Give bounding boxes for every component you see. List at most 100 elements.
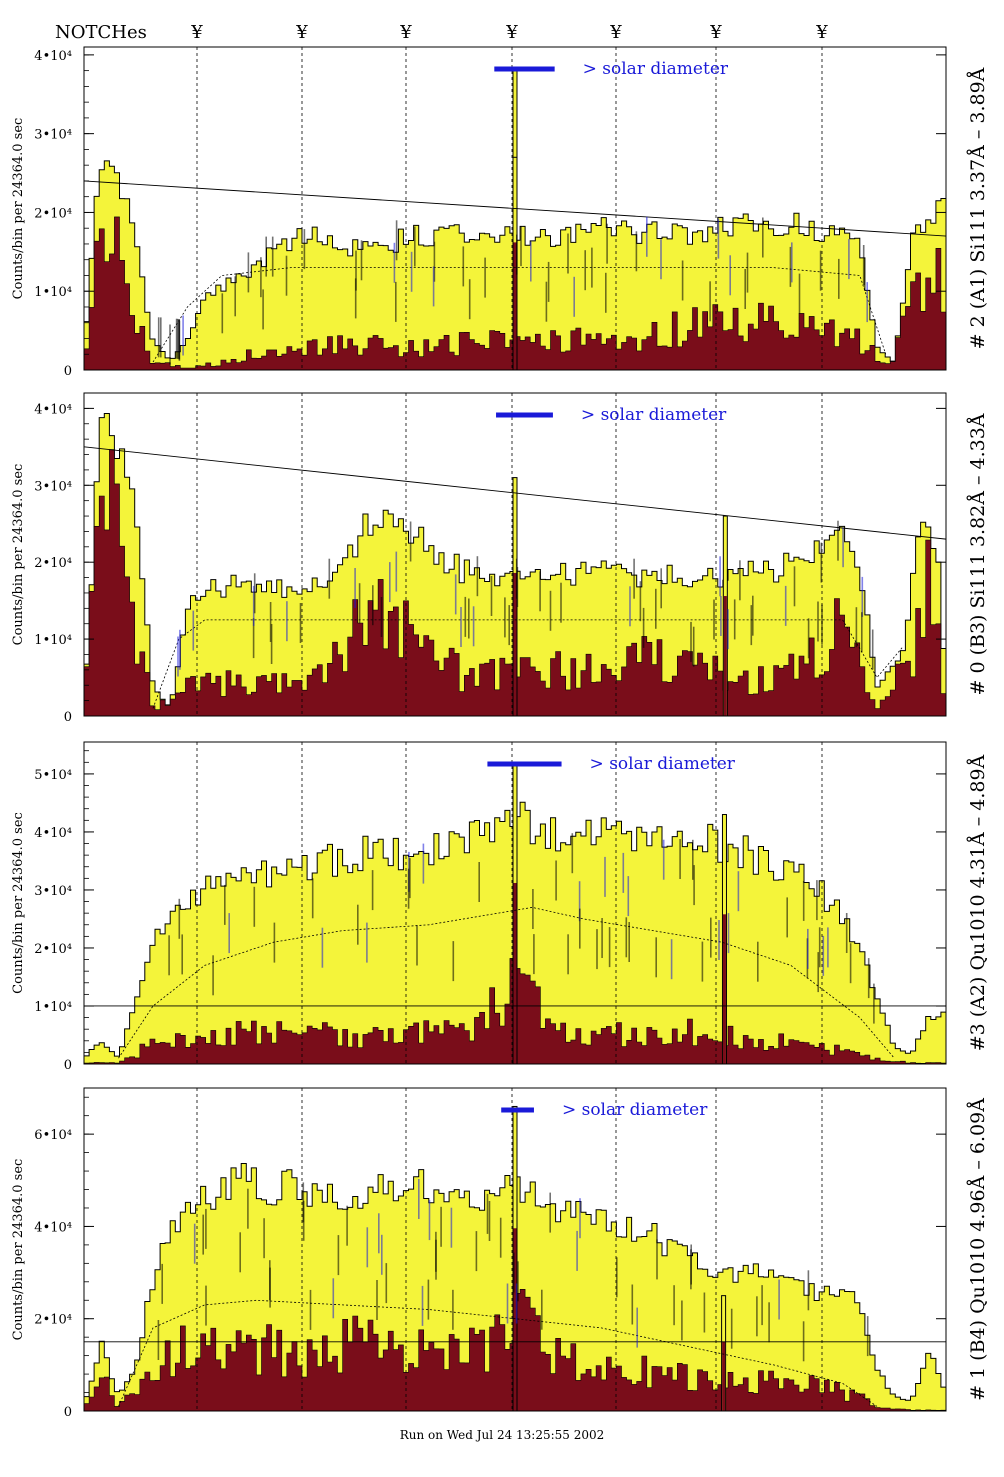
y-axis-label: Counts/bin per 24364.0 sec <box>11 464 26 646</box>
y-tick-label: 4•10⁴ <box>34 402 72 417</box>
line-id-label <box>475 1231 478 1272</box>
line-id-label <box>224 884 226 925</box>
line-id-label <box>175 318 178 359</box>
line-id-label <box>393 242 396 283</box>
line-id-label <box>418 1179 420 1219</box>
line-id-label <box>635 231 638 272</box>
plot-frame <box>83 46 947 371</box>
line-id-label <box>265 236 267 277</box>
line-id-label <box>819 250 822 291</box>
line-id-label <box>205 1208 207 1249</box>
line-id-label <box>545 281 548 322</box>
notch-marker: ¥ <box>815 22 828 43</box>
line-id-label <box>842 527 844 568</box>
line-id-label <box>660 568 662 609</box>
line-id-label <box>181 934 183 975</box>
line-id-label <box>717 218 720 259</box>
line-id-label <box>435 1231 437 1272</box>
line-id-label <box>616 1257 618 1298</box>
notch-marker: ¥ <box>190 22 203 43</box>
line-id-label <box>660 239 662 280</box>
line-id-label <box>178 320 181 361</box>
y-tick-label: 2•10⁴ <box>34 942 72 957</box>
line-id-label <box>816 880 818 921</box>
line-id-label <box>604 856 606 897</box>
line-id-label <box>358 583 361 624</box>
line-id-label <box>539 571 541 612</box>
y-tick-label: 5•10⁴ <box>34 768 72 783</box>
line-id-label <box>452 941 455 982</box>
line-id-label <box>247 1188 249 1229</box>
line-id-label <box>468 598 470 639</box>
line-id-label <box>713 599 715 640</box>
y-tick-label: 1•10⁴ <box>34 633 72 648</box>
peak-bar-dark <box>723 596 727 716</box>
line-id-label <box>547 261 550 302</box>
line-id-label <box>366 1227 369 1268</box>
line-id-label <box>504 597 506 638</box>
line-id-label <box>579 1198 581 1239</box>
y-axis-label: Counts/bin per 24364.0 sec <box>11 1159 26 1341</box>
line-id-label <box>530 241 532 282</box>
line-id-label <box>302 1200 305 1241</box>
line-id-label <box>848 239 850 280</box>
line-id-label <box>673 1285 675 1326</box>
run-timestamp: Run on Wed Jul 24 13:25:55 2002 <box>399 1428 605 1442</box>
line-id-label <box>596 929 598 970</box>
line-id-label <box>729 255 731 296</box>
line-id-label <box>578 881 581 922</box>
line-id-label <box>571 833 574 874</box>
line-id-label <box>462 246 465 287</box>
panel-3: 0 2•10⁴ 4•10⁴ 6•10⁴ Counts/bin per 24364.0 s… <box>11 1087 989 1420</box>
line-id-label <box>873 983 875 1024</box>
line-id-label <box>182 315 184 356</box>
line-id-label <box>733 599 736 640</box>
line-id-label <box>286 601 288 642</box>
line-id-label <box>629 586 631 627</box>
line-id-label <box>476 556 479 597</box>
line-id-label <box>376 1280 378 1320</box>
line-id-label <box>299 603 302 643</box>
line-id-label <box>549 1192 551 1233</box>
reference-line <box>83 446 947 540</box>
line-id-label <box>820 542 823 583</box>
line-id-label <box>802 1321 805 1362</box>
line-id-label <box>371 870 374 911</box>
line-id-label <box>460 607 462 647</box>
notch-marker: ¥ <box>709 22 722 43</box>
y-axis-label: Counts/bin per 24364.0 sec <box>11 812 26 994</box>
line-id-label <box>395 281 397 322</box>
line-id-label <box>380 597 383 637</box>
line-id-label <box>807 1270 810 1311</box>
line-id-label <box>303 229 306 270</box>
line-id-label <box>631 1284 634 1325</box>
line-id-label <box>533 934 535 975</box>
notches-header: NOTCHes ¥ ¥ ¥ ¥ ¥ ¥ ¥ <box>55 22 828 43</box>
line-id-label <box>484 257 486 298</box>
line-id-label <box>567 934 569 975</box>
line-id-label <box>791 242 793 283</box>
line-id-label <box>410 251 413 292</box>
line-id-label <box>157 317 160 358</box>
peak-bar-dark <box>513 1228 517 1411</box>
line-id-label <box>515 1283 518 1324</box>
line-id-label <box>871 629 874 670</box>
line-id-label <box>744 269 746 309</box>
line-id-label <box>252 618 255 659</box>
line-id-label <box>727 609 729 650</box>
line-id-label <box>679 839 681 879</box>
line-id-label <box>866 1316 869 1357</box>
line-id-label <box>486 1193 489 1234</box>
panels: 0 1•10⁴ 2•10⁴ 3•10⁴ 4•10⁴ Counts/bin per 2436… <box>11 46 989 1420</box>
line-id-label <box>752 595 754 636</box>
line-id-label <box>192 610 195 651</box>
line-id-label <box>205 1285 207 1326</box>
line-id-label <box>253 886 256 927</box>
line-id-label <box>690 1249 692 1290</box>
panel-1: 0 1•10⁴ 2•10⁴ 3•10⁴ 4•10⁴ Counts/bin per 2436… <box>11 392 989 725</box>
line-id-label <box>628 922 630 962</box>
line-id-label <box>768 1302 770 1343</box>
average-dashed-curve <box>152 267 887 363</box>
line-id-label <box>407 868 410 909</box>
